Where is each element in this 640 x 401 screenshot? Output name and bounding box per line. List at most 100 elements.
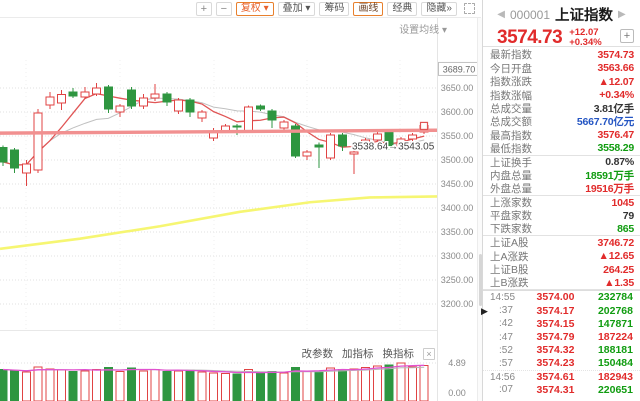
next-stock-arrow[interactable]: ▶: [618, 9, 626, 20]
quote-row-value: 3.81亿手: [593, 102, 634, 115]
tick-row: :52 3574.32 188181: [483, 344, 640, 357]
subchart-links: 改参数 加指标 换指标 ×: [297, 346, 435, 361]
tick-volume: 202768: [597, 304, 633, 317]
quote-row-value: 3558.29: [597, 142, 634, 155]
last-price: 3574.73: [497, 27, 563, 48]
kline-chart[interactable]: 3650.00 3600.00 3550.00 3500.00 3450.00 3400.…: [0, 18, 481, 345]
quote-row-label: 最高指数: [490, 129, 532, 142]
quote-row-label: 平盘家数: [490, 210, 532, 223]
quote-row: 上B涨跌 ▲1.35: [483, 276, 640, 290]
svg-text:3450.00: 3450.00: [441, 179, 474, 189]
tick-row: 14:55 3574.00 232784: [483, 291, 640, 304]
quote-row: 上证B股 264.25: [483, 263, 640, 277]
svg-text:3550.00: 3550.00: [441, 131, 474, 141]
quote-row: 下跌家数 865: [483, 222, 640, 237]
zoom-out-button[interactable]: −: [215, 1, 232, 16]
tick-list: 14:55 3574.00 232784:37 3574.17 202768:42 357…: [483, 289, 640, 397]
quote-row-label: 上证B股: [490, 264, 529, 277]
quote-detail-table: 最新指数 3574.73 今日开盘 3563.66 指数涨跌 ▲12.07 指数涨幅 +0.3…: [483, 47, 640, 290]
ma-settings-dropdown[interactable]: 设置均线 ▾: [399, 25, 447, 36]
close-indicator-icon[interactable]: ×: [423, 347, 435, 360]
panel-collapse-arrow[interactable]: ▶: [481, 306, 488, 316]
quote-row: 指数涨幅 +0.34%: [483, 88, 640, 102]
tick-time: :52: [499, 344, 513, 356]
quote-row-label: 外盘总量: [490, 183, 532, 196]
quote-row-label: 下跌家数: [490, 223, 532, 236]
svg-text:3300.00: 3300.00: [441, 251, 474, 261]
quote-row: 内盘总量 18591万手: [483, 169, 640, 182]
quote-row-label: 总成交量: [490, 102, 532, 115]
quote-row-label: 最低指数: [490, 142, 532, 155]
tick-price: 3574.15: [536, 317, 575, 330]
quote-row-value: 0.87%: [605, 156, 634, 169]
quote-row: 平盘家数 79: [483, 209, 640, 223]
switch-indicator-link[interactable]: 换指标: [382, 348, 415, 360]
toolbar-button-5[interactable]: 隐藏»: [421, 1, 457, 16]
svg-text:3250.00: 3250.00: [441, 275, 474, 285]
prev-stock-arrow[interactable]: ◀: [497, 9, 505, 20]
quote-row-label: 上B涨跌: [490, 277, 529, 290]
quote-row: 总成交量 3.81亿手: [483, 102, 640, 115]
quote-row-value: 3576.47: [597, 129, 634, 142]
tick-price: 3574.17: [536, 304, 575, 317]
fullscreen-icon: [463, 3, 475, 14]
toolbar-button-group: 复权 ▾ 叠加 ▾ 筹码 画线 经典 隐藏»: [235, 1, 457, 16]
add-to-watchlist-button[interactable]: +: [620, 29, 634, 43]
tick-price: 3574.00: [536, 291, 575, 304]
tick-time: 14:55: [490, 291, 516, 303]
tick-price: 3574.61: [536, 371, 575, 384]
quote-row: 最低指数 3558.29: [483, 142, 640, 156]
svg-text:4.89: 4.89: [448, 358, 466, 368]
quote-row: 上涨家数 1045: [483, 196, 640, 210]
quote-row-value: +0.34%: [599, 89, 634, 102]
quote-row: 指数涨跌 ▲12.07: [483, 75, 640, 89]
quote-row: 总成交额 5667.70亿元: [483, 115, 640, 128]
tick-price: 3574.79: [536, 331, 575, 344]
volume-chart-area: 4.89 0.00 改参数 加指标 换指标 ×: [0, 345, 481, 401]
tick-price: 3574.31: [536, 383, 575, 396]
tick-volume: 182943: [597, 371, 633, 384]
quote-row-value: ▲12.07: [598, 75, 635, 88]
add-indicator-link[interactable]: 加指标: [342, 348, 374, 360]
quote-row: 外盘总量 19516万手: [483, 182, 640, 196]
tick-time: :57: [499, 357, 513, 369]
quote-row-value: 1045: [611, 196, 634, 209]
fullscreen-button[interactable]: [461, 1, 477, 16]
quote-row: 上A涨跌 ▲12.65: [483, 250, 640, 263]
quote-row: 最高指数 3576.47: [483, 129, 640, 142]
toolbar-button-1[interactable]: 叠加 ▾: [277, 1, 316, 16]
toolbar-button-3[interactable]: 画线: [353, 1, 384, 16]
quote-row-label: 内盘总量: [490, 170, 532, 183]
stock-code: 000001: [509, 7, 551, 22]
tick-volume: 220651: [597, 383, 633, 396]
price-change: +12.07 +0.34%: [569, 28, 602, 48]
tick-time: 14:56: [490, 371, 516, 383]
toolbar-button-2[interactable]: 筹码: [319, 1, 350, 16]
quote-row-label: 上涨家数: [490, 197, 532, 210]
svg-text:0.00: 0.00: [448, 388, 466, 398]
quote-row-label: 上A涨跌: [490, 250, 529, 263]
quote-row-label: 上证A股: [490, 237, 529, 250]
tick-row: 14:56 3574.61 182943: [483, 370, 640, 383]
tick-volume: 187224: [597, 331, 633, 344]
quote-row-value: ▲1.35: [604, 276, 634, 289]
svg-text:3500.00: 3500.00: [441, 155, 474, 165]
tick-row: :07 3574.31 220651: [483, 383, 640, 396]
scrollbar-thumb[interactable]: [479, 254, 482, 306]
quote-row-value: 865: [617, 222, 634, 235]
quote-row-label: 最新指数: [490, 49, 532, 62]
quote-row: 上证换手 0.87%: [483, 156, 640, 169]
zoom-in-button[interactable]: +: [195, 1, 212, 16]
quote-panel: ◀ 000001 上证指数 ▶ 3574.73 +12.07 +0.34% + …: [482, 0, 640, 401]
quote-row-value: 79: [622, 209, 634, 222]
quote-row: 今日开盘 3563.66: [483, 61, 640, 75]
change-params-link[interactable]: 改参数: [301, 348, 334, 360]
toolbar-button-4[interactable]: 经典: [387, 1, 418, 16]
chart-scrollbar[interactable]: [477, 18, 482, 401]
volume-chart[interactable]: 4.89 0.00: [0, 345, 481, 401]
toolbar-button-0[interactable]: 复权 ▾: [235, 1, 274, 16]
tick-row: :37 3574.17 202768: [483, 304, 640, 317]
quote-row-label: 指数涨跌: [490, 76, 532, 89]
tick-time: :37: [499, 305, 513, 317]
